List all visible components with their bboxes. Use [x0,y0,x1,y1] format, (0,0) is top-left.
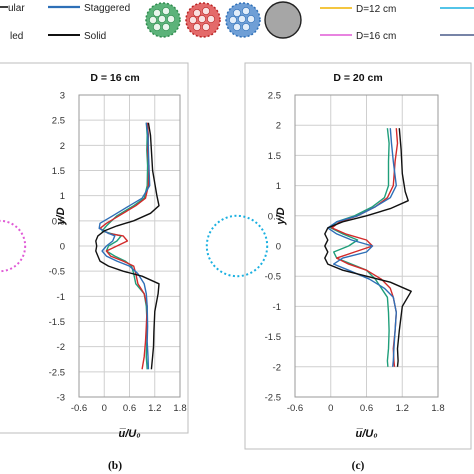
y-tick-label: 1 [276,181,281,192]
panel-c-frame [244,62,472,450]
legend-label-staggered: Staggered [84,3,130,14]
series-line-1 [330,128,390,367]
y-axis-label: y/D [275,207,287,225]
series-line-4 [324,128,412,367]
legend-label-d12: D=12 cm [356,4,396,15]
panel-b-caption: (b) [108,460,122,472]
legend-label-solid: Solid [84,31,106,42]
x-tick-label: 1.2 [148,403,161,414]
y-tick-label: -2 [57,342,65,353]
series-line-3 [327,128,397,367]
series-line-1 [101,122,149,370]
x-tick-label: 1.2 [396,403,409,414]
y-tick-label: -1.5 [265,332,281,343]
plot-area-b: -0.6 0 0.6 1.2 1.8 3 2.5 2 1.5 1 0.5 0 -0.5 -1 -1.5 -2 -… [0,91,187,440]
x-tick-label: 0 [328,403,333,414]
x-axis-label: u̅/U₀ [118,428,140,440]
legend-label-1: ular [8,3,25,14]
y-tick-label: -0.5 [265,272,281,283]
y-tick-label: 0.5 [52,216,65,227]
x-tick-label: 0 [102,403,107,414]
legend-label-3: led [10,31,23,42]
plot-border [294,94,439,398]
y-tick-label: 3 [60,91,65,102]
y-tick-label: 2.5 [52,116,65,127]
x-tick-label: -0.6 [287,403,303,414]
plot-area-c: -0.6 0 0.6 1.2 1.8 2.5 2 1.5 1 0.5 0 -0.5 -1 -1.5 -2 -2… [205,91,445,440]
y-tick-label: -2 [273,362,281,373]
cylinder-outline [205,214,269,278]
y-tick-label: 0 [60,242,65,253]
grey-solid-circle-icon [264,1,302,39]
y-tick-label: -3 [57,393,65,404]
panel-c-title: D = 20 cm [333,72,382,84]
panel-b-title: D = 16 cm [90,72,139,84]
y-tick-label: 1 [60,191,65,202]
y-tick-label: -0.5 [49,267,65,278]
series-line-2 [331,128,399,367]
series-line-3 [98,122,151,370]
y-axis-label: y/D [55,207,67,225]
legend-label-d16: D=16 cm [356,31,396,42]
panel-b: D = 16 cm -0.6 0 0.6 1.2 1.832.521.510.50-0.… [0,62,189,472]
legend: ular Staggered led Solid [0,1,474,42]
y-tick-label: -1 [273,302,281,313]
y-tick-label: -1 [57,292,65,303]
x-tick-label: 1.8 [173,403,186,414]
x-tick-label: 1.8 [431,403,444,414]
x-tick-label: 0.6 [123,403,136,414]
y-tick-label: -1.5 [49,317,65,328]
y-tick-label: -2.5 [265,393,281,404]
series-line-4 [95,122,160,370]
y-tick-label: 0.5 [268,211,281,222]
x-axis-label: u̅/U₀ [355,428,377,440]
x-tick-label: 0.6 [360,403,373,414]
cylinder-outline [0,219,27,273]
y-tick-label: 2 [60,141,65,152]
y-tick-label: 0 [276,242,281,253]
y-tick-label: 2 [276,121,281,132]
y-tick-label: -2.5 [49,367,65,378]
panel-b-frame [0,62,189,434]
y-tick-label: 1.5 [268,151,281,162]
blue-dotted-circle-icon [225,2,261,38]
x-tick-label: -0.6 [71,403,87,414]
panel-c: D = 20 cm -0.6 0 0.6 1.2 1.8 2.5 2 1.5 1 0.5 0 -0.5… [205,62,472,472]
green-dotted-circle-icon [145,2,181,38]
plot-border [78,94,181,398]
y-tick-label: 1.5 [52,166,65,177]
red-dotted-circle-icon [185,2,221,38]
y-tick-label: 2.5 [268,91,281,102]
panel-c-caption: (c) [352,460,365,472]
